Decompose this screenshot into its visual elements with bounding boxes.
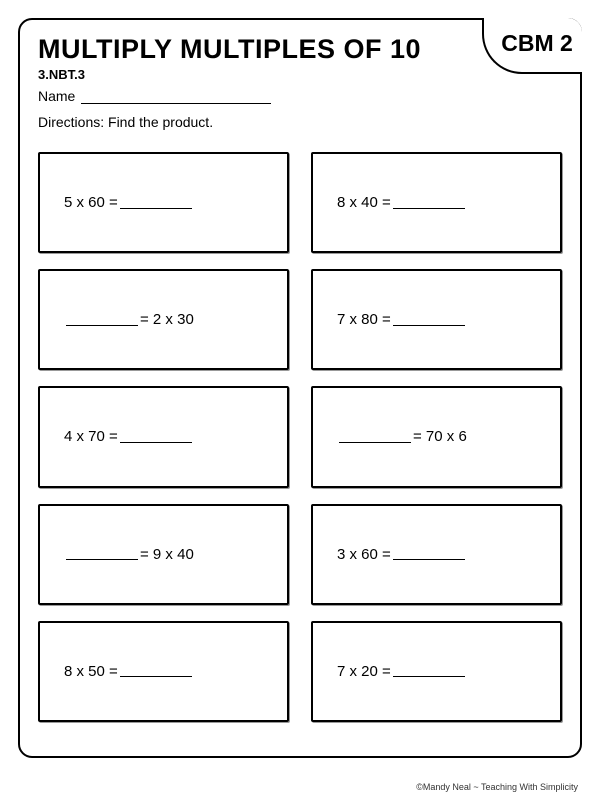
problem-text-before: 5 x 60 = [64,194,118,211]
answer-blank[interactable] [120,665,192,677]
problem-box: 5 x 60 = [38,152,289,253]
cbm-badge: CBM 2 [482,18,582,74]
problem-box: 4 x 70 = [38,386,289,487]
problem-box: 8 x 40 = [311,152,562,253]
standard-code: 3.NBT.3 [38,67,562,82]
answer-blank[interactable] [339,431,411,443]
name-label: Name [38,88,75,104]
problem-text-after: = 2 x 30 [140,311,194,328]
answer-blank[interactable] [66,548,138,560]
problem-box: 7 x 20 = [311,621,562,722]
name-row: Name [38,88,562,104]
answer-blank[interactable] [393,548,465,560]
problem-box: 8 x 50 = [38,621,289,722]
directions-text: Directions: Find the product. [38,114,562,130]
problem-text-after: = 9 x 40 [140,546,194,563]
problem-text-before: 8 x 50 = [64,663,118,680]
answer-blank[interactable] [120,431,192,443]
problem-text-before: 7 x 80 = [337,311,391,328]
answer-blank[interactable] [393,314,465,326]
problem-text-before: 7 x 20 = [337,663,391,680]
answer-blank[interactable] [393,665,465,677]
badge-text: CBM 2 [501,30,573,57]
worksheet-page: CBM 2 MULTIPLY MULTIPLES OF 10 3.NBT.3 N… [18,18,582,758]
problems-grid: 5 x 60 = 8 x 40 = = 2 x 30 7 x 80 = 4 x … [38,152,562,722]
problem-box: = 9 x 40 [38,504,289,605]
problem-box: 7 x 80 = [311,269,562,370]
problem-box: = 70 x 6 [311,386,562,487]
name-input-line[interactable] [81,90,271,104]
answer-blank[interactable] [393,197,465,209]
problem-text-after: = 70 x 6 [413,428,467,445]
answer-blank[interactable] [66,314,138,326]
problem-box: = 2 x 30 [38,269,289,370]
problem-text-before: 3 x 60 = [337,546,391,563]
problem-box: 3 x 60 = [311,504,562,605]
problem-text-before: 4 x 70 = [64,428,118,445]
answer-blank[interactable] [120,197,192,209]
problem-text-before: 8 x 40 = [337,194,391,211]
copyright-footer: ©Mandy Neal ~ Teaching With Simplicity [416,782,578,792]
